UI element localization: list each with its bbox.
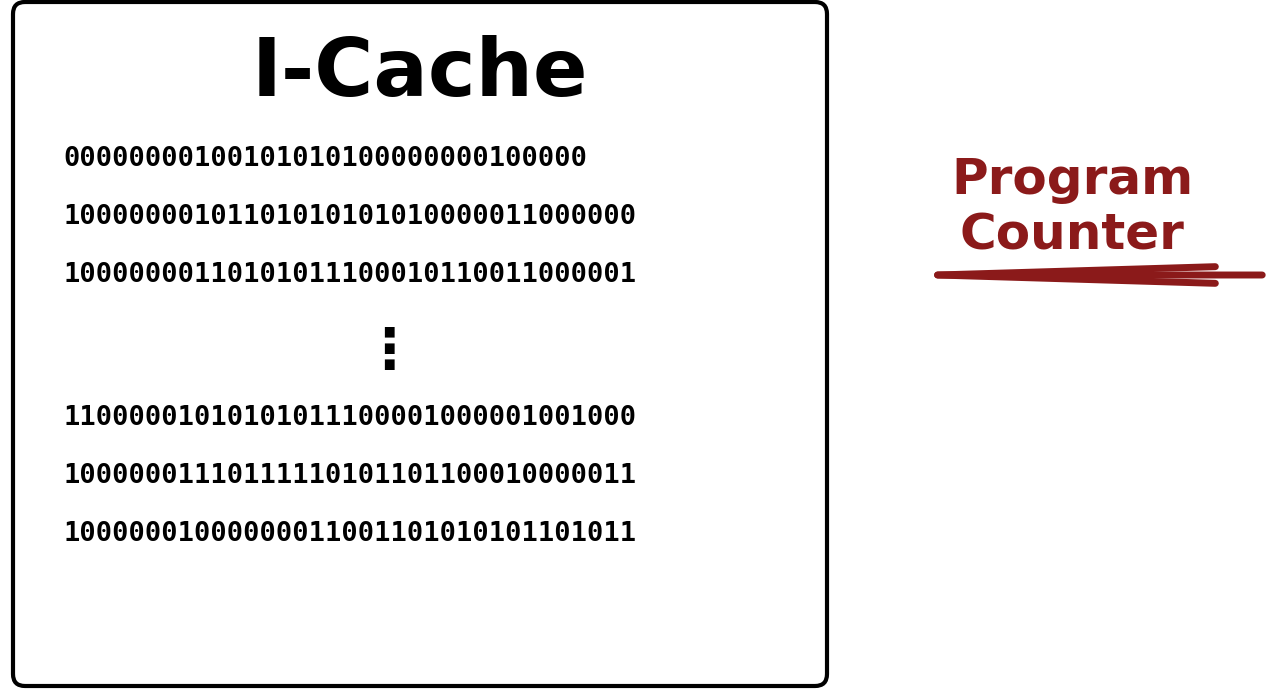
Text: I-Cache: I-Cache: [252, 35, 589, 113]
Text: ⋮: ⋮: [361, 326, 416, 380]
Text: 10000001110111110101101100010000011: 10000001110111110101101100010000011: [63, 463, 636, 489]
Text: 10000000101101010101010000011000000: 10000000101101010101010000011000000: [63, 204, 636, 230]
Text: 00000000100101010100000000100000: 00000000100101010100000000100000: [63, 146, 588, 172]
Text: Program: Program: [951, 156, 1193, 204]
Text: 11000001010101011100001000001001000: 11000001010101011100001000001001000: [63, 405, 636, 431]
Text: Counter: Counter: [960, 211, 1184, 259]
Text: 10000001000000011001101010101101011: 10000001000000011001101010101101011: [63, 521, 636, 547]
Text: 10000000110101011100010110011000001: 10000000110101011100010110011000001: [63, 262, 636, 288]
FancyBboxPatch shape: [13, 2, 827, 686]
